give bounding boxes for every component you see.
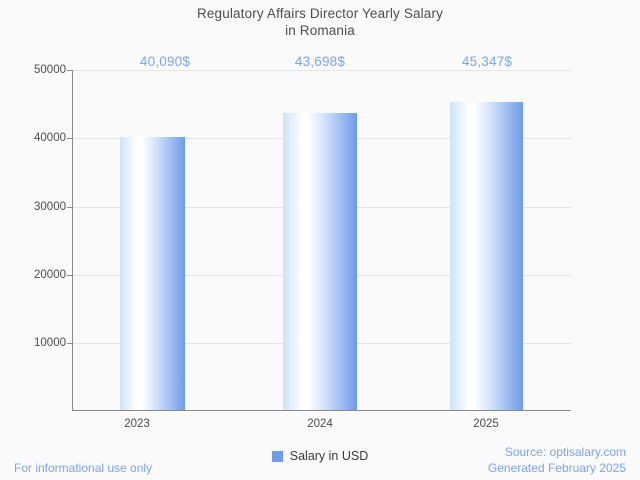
x-tick-label-2024: 2024 — [307, 418, 333, 430]
x-tick-label-2025: 2025 — [473, 418, 499, 430]
value-label-2025: 45,347$ — [461, 54, 513, 69]
y-axis: 50000 40000 30000 20000 10000 — [0, 64, 66, 411]
y-tick-label-20000: 20000 — [34, 268, 66, 281]
chart-title: Regulatory Affairs Director Yearly Salar… — [0, 5, 640, 39]
y-tick-label-30000: 30000 — [34, 200, 66, 213]
y-tick-label-50000: 50000 — [34, 64, 66, 76]
legend-label-salary-in-usd[interactable]: Salary in USD — [289, 449, 369, 463]
gridline-50000 — [72, 70, 571, 71]
generated-date-text: Generated February 2025 — [487, 460, 626, 475]
y-tick-label-10000: 10000 — [34, 337, 66, 350]
legend: Salary in USD — [0, 450, 640, 463]
y-tick-mark-50000 — [67, 70, 72, 71]
source-text: Source: optisalary.com — [504, 445, 626, 459]
y-axis-line — [72, 70, 73, 411]
y-tick-mark-10000 — [67, 343, 72, 345]
bar-2024[interactable] — [283, 112, 357, 410]
bar-2025[interactable] — [450, 101, 523, 410]
legend-swatch-salary-in-usd[interactable] — [271, 451, 283, 462]
y-tick-mark-40000 — [67, 138, 72, 140]
y-tick-label-40000: 40000 — [34, 132, 66, 145]
x-axis-line — [72, 410, 571, 411]
chart-title-line-1: Regulatory Affairs Director Yearly Salar… — [196, 6, 443, 21]
y-tick-mark-20000 — [67, 274, 72, 276]
value-label-2023: 40,090$ — [139, 54, 191, 69]
value-label-2024: 43,698$ — [294, 54, 346, 69]
chart-title-line-2: in Romania — [285, 23, 355, 38]
x-tick-label-2023: 2023 — [124, 418, 150, 430]
disclaimer-text: For informational use only — [14, 461, 153, 475]
y-tick-mark-30000 — [67, 206, 72, 208]
plot-area — [67, 70, 571, 411]
bar-2023[interactable] — [120, 137, 185, 410]
source-attribution: Source: optisalary.com Generated Februar… — [488, 445, 626, 476]
